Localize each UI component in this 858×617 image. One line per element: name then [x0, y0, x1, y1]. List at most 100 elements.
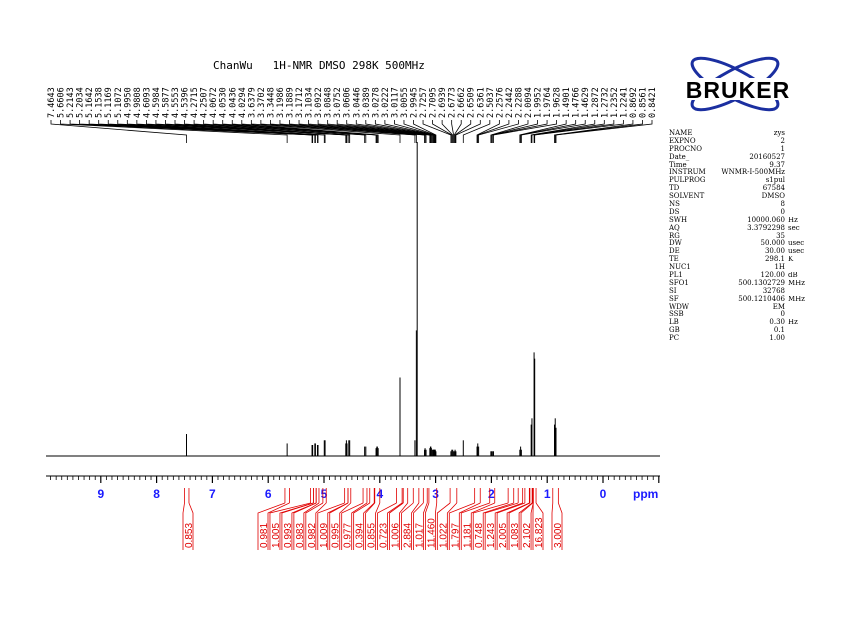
peak-leader-line — [60, 120, 288, 143]
peak-label: 3.0922 — [314, 87, 324, 118]
parameter-name: SI — [669, 286, 677, 295]
parameter-unit — [785, 201, 816, 209]
parameter-value: 1 — [780, 144, 785, 153]
integral-connector — [434, 502, 438, 550]
parameter-name: SFO1 — [669, 278, 689, 287]
peak-leader-line — [531, 120, 605, 143]
integral-value: 0.748 — [474, 523, 485, 548]
spectrum-trace — [46, 142, 660, 457]
integral-value: 0.995 — [331, 523, 342, 548]
parameter-unit: usec — [788, 248, 805, 256]
integral-connector — [375, 502, 381, 550]
peak-label: 4.9950 — [123, 87, 133, 118]
peak-label: 4.5984 — [152, 87, 162, 118]
parameter-row: DE 30.00 usec — [669, 247, 819, 256]
parameter-value: 32768 — [762, 286, 785, 295]
integral-connector — [389, 502, 404, 550]
peak-leader-line — [327, 120, 432, 143]
peak-label: 1.2352 — [610, 87, 620, 118]
parameter-name: EXPNO — [669, 136, 696, 145]
peak-label: 3.6379 — [247, 87, 257, 118]
parameter-name: PULPROG — [669, 176, 706, 185]
peak-leader-line — [432, 120, 453, 143]
parameter-value: DMSO — [761, 192, 785, 201]
parameter-value: 20160527 — [749, 152, 785, 161]
peak-leader-line — [453, 120, 462, 143]
x-tick-label: 6 — [265, 487, 272, 501]
integral-connector — [351, 502, 368, 550]
integral-value: 1.243 — [486, 523, 497, 548]
parameter-value: 8 — [780, 200, 785, 209]
parameter-name: TD — [669, 184, 680, 193]
parameter-value: 9.37 — [769, 160, 785, 169]
integral-connector — [303, 502, 320, 550]
parameter-unit: Hz — [788, 216, 798, 224]
integral-value: 2.884 — [402, 523, 413, 548]
peak-leader-line — [279, 120, 425, 143]
integral-connector — [341, 502, 364, 550]
integral-connector — [269, 502, 311, 550]
parameter-name: Date_ — [669, 152, 690, 161]
parameter-value: zys — [773, 129, 785, 137]
parameter-value: 0 — [780, 207, 785, 216]
peak-leader-line — [519, 120, 567, 143]
parameter-name: DE — [669, 247, 680, 256]
parameter-value: WNMR-I-500MHz — [721, 168, 785, 177]
integral-value: 0.855 — [367, 523, 378, 548]
peak-label: 2.6662 — [457, 87, 467, 118]
peak-leader-line — [491, 120, 538, 143]
integral-connector — [518, 502, 533, 550]
parameter-row: INSTRUM WNMR-I-500MHz — [669, 169, 819, 177]
integral-value: 2.102 — [522, 523, 533, 548]
peak-label: 4.5396 — [181, 87, 191, 118]
parameter-name: SWH — [669, 215, 688, 224]
peak-label: 4.0436 — [228, 87, 238, 118]
parameter-value: 500.1210406 — [738, 294, 785, 303]
parameter-unit: dB — [788, 272, 798, 280]
peak-label: 2.7095 — [429, 87, 439, 118]
peak-leader-line — [136, 120, 326, 143]
integral-connector — [188, 502, 194, 550]
parameter-row: NUC1 1H — [669, 263, 819, 272]
peak-leader-line — [231, 120, 378, 143]
peak-label: 1.9952 — [534, 87, 544, 118]
parameter-row: GB 0.1 — [669, 326, 819, 335]
peak-label: 3.0117 — [390, 87, 400, 118]
peak-label: 1.4766 — [572, 87, 582, 118]
integral-connector — [470, 502, 495, 550]
integral-connector — [413, 502, 424, 550]
integral-connector — [484, 502, 519, 550]
peak-label: 1.4629 — [581, 87, 591, 118]
parameter-name: NUC1 — [669, 263, 691, 272]
x-tick-label: 1 — [544, 487, 551, 501]
parameter-name: NAME — [669, 129, 693, 137]
integral-value: 1.797 — [450, 523, 461, 548]
peak-label: 4.0530 — [219, 87, 229, 118]
peak-label: 4.0672 — [209, 87, 219, 118]
integral-value: 3.000 — [553, 523, 564, 548]
integral-labels: 0.853 0.981 1.005 0.993 0.983 0.982 1.009 0.995… — [182, 488, 564, 550]
integral-connector — [315, 502, 327, 550]
parameter-row: NS 8 — [669, 200, 819, 209]
peak-label: 3.3448 — [266, 87, 276, 118]
parameter-row: NAME zys — [669, 129, 819, 138]
integral-value: 0.982 — [307, 523, 318, 548]
parameter-value: 0.30 — [769, 318, 785, 327]
peak-label: 3.3702 — [257, 87, 267, 118]
integral-value: 2.005 — [498, 523, 509, 548]
parameter-unit — [785, 327, 816, 335]
parameter-unit — [785, 288, 816, 296]
parameter-unit: usec — [788, 240, 805, 248]
x-tick-label: 9 — [97, 487, 104, 501]
integral-connector — [506, 502, 530, 550]
parameter-name: PC — [669, 334, 680, 343]
parameter-name: RG — [669, 231, 680, 240]
peak-label: 2.9945 — [410, 87, 420, 118]
peak-label: 1.2872 — [591, 87, 601, 118]
peak-label: 4.5553 — [171, 87, 181, 118]
peak-label: 5.1169 — [104, 87, 114, 118]
peak-label: 1.9628 — [553, 87, 563, 118]
x-tick-label: 2 — [488, 487, 495, 501]
parameter-name: LB — [669, 318, 679, 327]
integral-value: 1.005 — [271, 523, 282, 548]
